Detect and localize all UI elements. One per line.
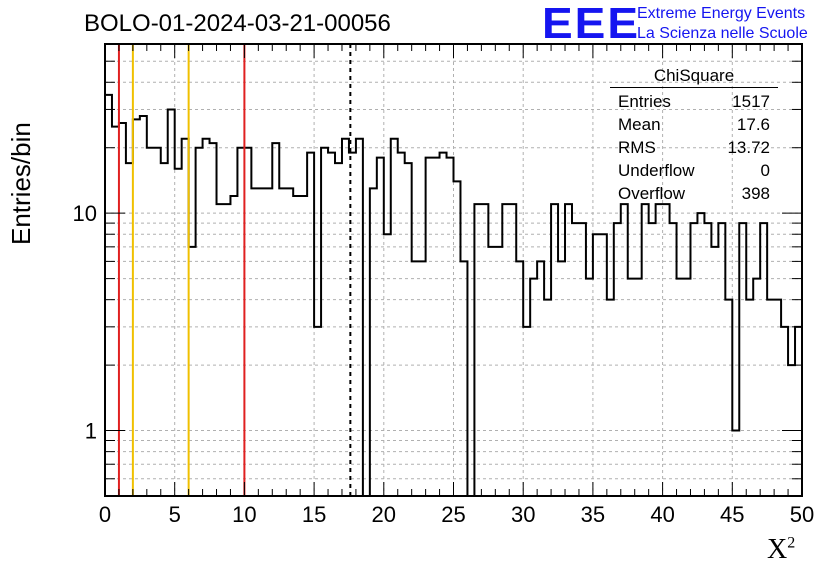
stats-label: RMS: [618, 138, 656, 157]
histogram-series: [105, 93, 802, 496]
y-axis-label: Entries/bin: [6, 122, 36, 245]
logo-line-1: Extreme Energy Events: [637, 5, 806, 22]
stats-row-entries: Entries 1517: [610, 90, 778, 113]
x-tick-label: 35: [581, 502, 605, 527]
x-tick-label: 30: [511, 502, 535, 527]
x-tick-label: 50: [790, 502, 814, 527]
grid: [105, 44, 802, 496]
eee-logo: EEE Extreme Energy Events La Scienza nel…: [540, 0, 832, 48]
stats-title: ChiSquare: [610, 66, 778, 88]
chart-title: BOLO-01-2024-03-21-00056: [84, 10, 391, 37]
stats-value: 0: [760, 161, 770, 180]
x-tick-label: 25: [441, 502, 465, 527]
stats-value: 398: [741, 184, 770, 203]
x-axis-label-superscript: 2: [787, 534, 796, 552]
logo-mark: EEE: [542, 0, 641, 48]
stats-label: Underflow: [618, 161, 695, 180]
x-axis-label-base: X: [767, 534, 788, 565]
stats-label: Entries: [618, 92, 671, 111]
y-tick-label: 1: [85, 419, 97, 444]
stats-box: ChiSquare Entries 1517 Mean 17.6 RMS 13.72 …: [610, 66, 778, 205]
stats-row-rms: RMS 13.72: [610, 136, 778, 159]
stats-value: 1517: [732, 92, 770, 111]
stats-value: 13.72: [727, 138, 770, 157]
stats-label: Overflow: [618, 184, 686, 203]
logo-line-2: La Scienza nelle Scuole: [637, 25, 808, 42]
x-tick-label: 10: [232, 502, 256, 527]
x-tick-label: 15: [302, 502, 326, 527]
x-tick-label: 5: [169, 502, 181, 527]
x-tick-label: 0: [99, 502, 111, 527]
stats-label: Mean: [618, 115, 661, 134]
x-tick-label: 40: [650, 502, 674, 527]
stats-value: 17.6: [736, 115, 770, 134]
x-tick-label: 45: [720, 502, 744, 527]
y-tick-label: 10: [73, 201, 97, 226]
stats-row-overflow: Overflow 398: [610, 182, 778, 205]
axis-ticks: [104, 43, 803, 497]
x-tick-label: 20: [372, 502, 396, 527]
stats-row-underflow: Underflow 0: [610, 159, 778, 182]
x-axis-label: X2: [767, 534, 795, 566]
stats-row-mean: Mean 17.6: [610, 113, 778, 136]
